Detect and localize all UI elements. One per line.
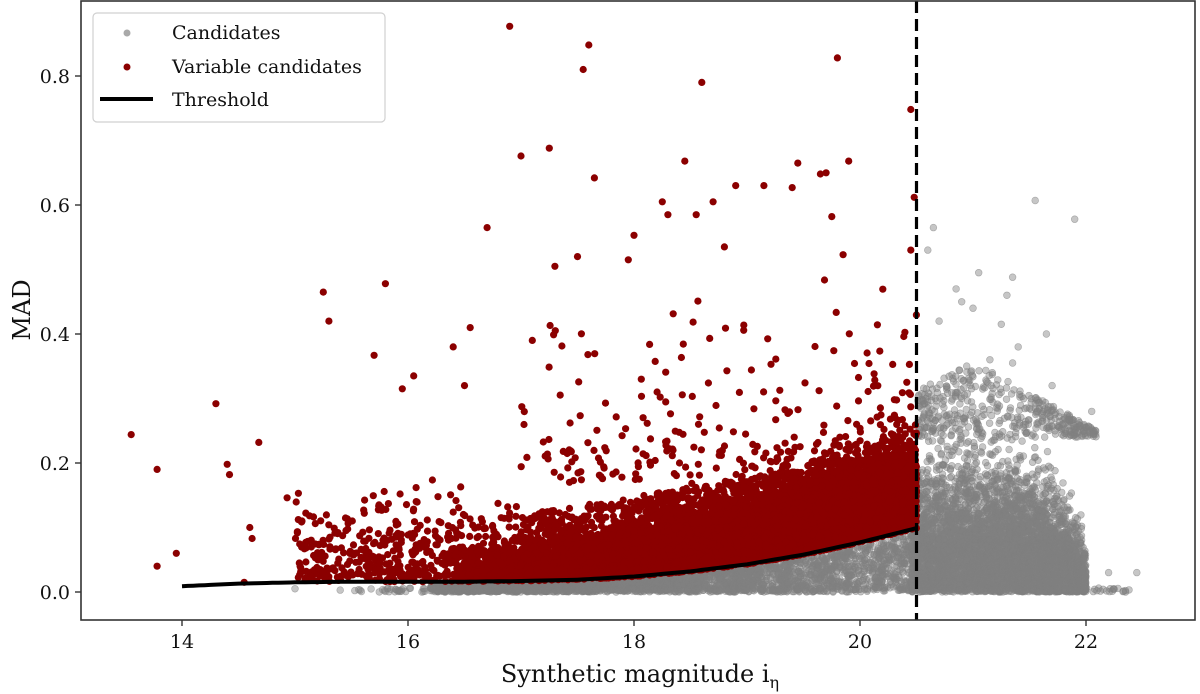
legend-candidates-label: Candidates — [172, 22, 280, 44]
legend-variable-candidates-marker-icon — [123, 63, 131, 71]
legend: Candidates Variable candidates Threshold — [92, 12, 386, 123]
legend-candidates-marker-icon — [123, 29, 131, 37]
x-axis-title: Synthetic magnitude iη — [501, 660, 779, 692]
y-tick-label: 0.0 — [40, 582, 70, 604]
threshold-curve — [181, 526, 918, 589]
y-axis: 0.0 0.2 0.4 0.6 0.8 — [40, 66, 81, 604]
y-tick-label: 0.8 — [40, 66, 70, 88]
x-tick-label: 16 — [396, 631, 420, 653]
plot-frame — [80, 0, 1196, 621]
y-tick-label: 0.4 — [40, 324, 70, 346]
y-axis-title: MAD — [8, 279, 36, 340]
legend-threshold-label: Threshold — [172, 89, 269, 111]
legend-variable-candidates-label: Variable candidates — [171, 56, 362, 78]
x-tick-label: 20 — [848, 631, 872, 653]
plot-area — [127, 1, 1141, 620]
y-tick-label: 0.2 — [40, 453, 70, 475]
x-tick-label: 14 — [170, 631, 194, 653]
candidates-points — [291, 196, 1141, 596]
x-axis: 14 16 18 20 22 — [170, 620, 1098, 653]
legend-box — [92, 12, 386, 123]
y-tick-label: 0.6 — [40, 195, 70, 217]
x-tick-label: 22 — [1074, 631, 1098, 653]
variable-candidates-points — [127, 22, 921, 586]
x-tick-label: 18 — [622, 631, 646, 653]
